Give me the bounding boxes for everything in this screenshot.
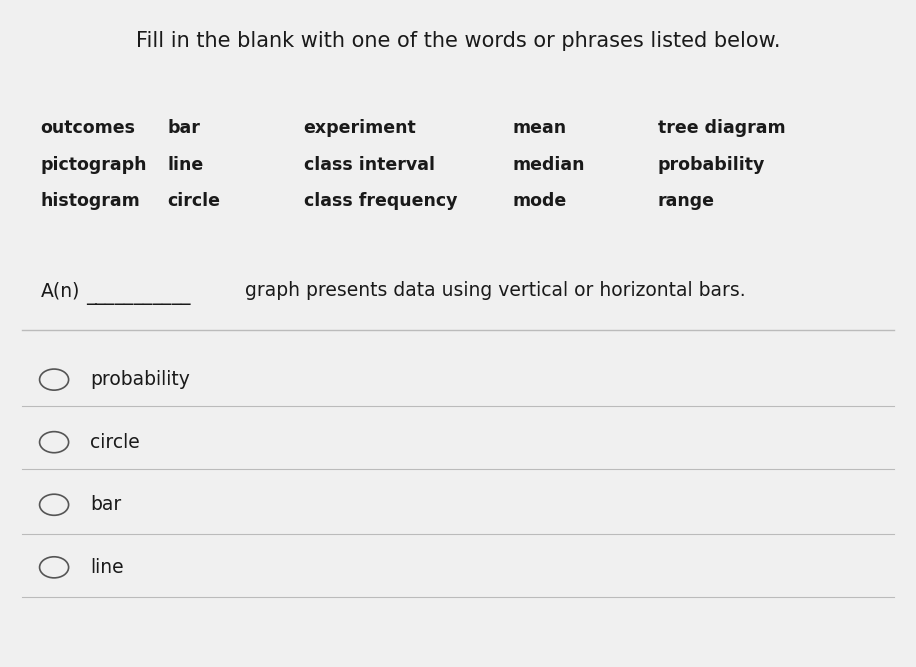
Text: circle: circle [168,192,221,210]
Text: outcomes: outcomes [40,119,136,137]
Text: histogram: histogram [40,192,140,210]
Text: probability: probability [91,370,191,389]
Text: mode: mode [512,192,567,210]
Text: experiment: experiment [304,119,417,137]
Text: Fill in the blank with one of the words or phrases listed below.: Fill in the blank with one of the words … [136,31,780,51]
Text: pictograph: pictograph [40,155,147,173]
Text: bar: bar [168,119,201,137]
Text: tree diagram: tree diagram [658,119,785,137]
Text: mean: mean [512,119,567,137]
Text: ___________: ___________ [86,286,191,305]
Text: line: line [91,558,124,577]
Text: probability: probability [658,155,765,173]
Text: range: range [658,192,714,210]
Text: class interval: class interval [304,155,435,173]
Text: median: median [512,155,585,173]
Text: line: line [168,155,203,173]
Text: class frequency: class frequency [304,192,457,210]
Text: bar: bar [91,496,122,514]
Text: graph presents data using vertical or horizontal bars.: graph presents data using vertical or ho… [245,281,746,300]
Text: A(n): A(n) [40,281,80,300]
Text: circle: circle [91,433,140,452]
